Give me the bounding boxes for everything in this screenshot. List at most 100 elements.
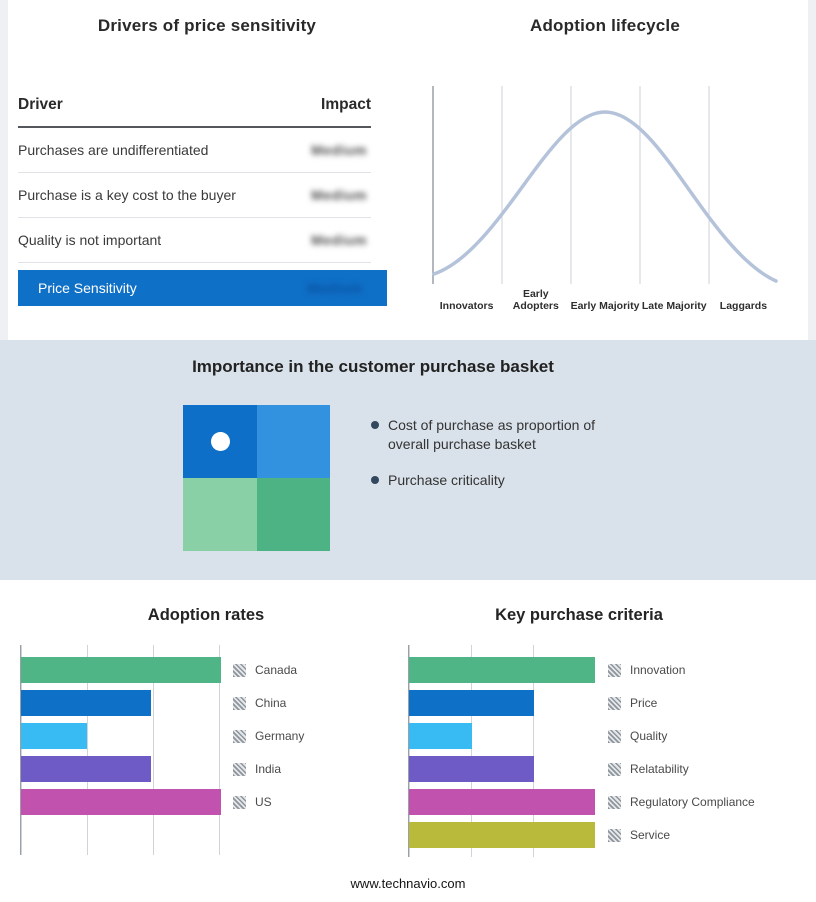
bar-service [409, 822, 595, 848]
legend-label: Quality [630, 729, 668, 743]
price-sensitivity-bar: Price Sensitivity Medium [18, 270, 387, 306]
legend-label: Relatability [630, 762, 689, 776]
adoption-bell-curve [432, 110, 778, 283]
legend-label: Innovation [630, 663, 686, 677]
stage-label-late-majority: Late Majority [641, 299, 707, 312]
bullet-item: Cost of purchase as proportion of overal… [371, 416, 639, 454]
legend-label: US [255, 795, 272, 809]
bar-row [21, 789, 221, 815]
bar-price [409, 690, 534, 716]
hatched-swatch-icon [233, 795, 246, 809]
bar-regulatory-compliance [409, 789, 595, 815]
purchase-basket-title: Importance in the customer purchase bask… [192, 357, 554, 376]
legend-label: Regulatory Compliance [630, 795, 755, 809]
price-drivers-title: Drivers of price sensitivity [97, 16, 317, 35]
legend-label: China [255, 696, 287, 710]
impact-cell-blurred: Medium [311, 232, 367, 248]
top-section: Drivers of price sensitivity Driver Impa… [8, 0, 808, 340]
hatched-swatch-icon [608, 696, 621, 710]
legend-label: Germany [255, 729, 305, 743]
legend-label: Canada [255, 663, 298, 677]
bullet-text: Purchase criticality [388, 471, 505, 488]
bar-row [21, 723, 221, 749]
adoption-rates-title: Adoption rates [147, 606, 265, 624]
key-purchase-criteria-title: Key purchase criteria [495, 606, 663, 624]
bar-row [21, 690, 221, 716]
stage-label-early-majority: Early Majority [570, 299, 640, 312]
matrix-quadrant-bottom-left [183, 478, 257, 551]
stage-label-innovators: Innovators [439, 299, 494, 312]
bar-row [409, 723, 595, 749]
stage-label-laggards: Laggards [719, 299, 768, 312]
bar-quality [409, 723, 473, 749]
bar-row [409, 657, 595, 683]
hatched-swatch-icon [233, 663, 246, 677]
bar-relatability [409, 756, 534, 782]
adoption-rates-chart [20, 645, 221, 855]
driver-cell: Purchase is a key cost to the buyer [18, 187, 236, 203]
matrix-quadrant-bottom-right [256, 478, 330, 551]
purchase-basket-matrix [183, 405, 330, 551]
legend-item-regulatory-compliance: Regulatory Compliance [608, 789, 813, 815]
footer-url[interactable]: www.technavio.com [350, 876, 466, 891]
legend-label: India [255, 762, 282, 776]
hatched-swatch-icon [233, 762, 246, 776]
bar-row [21, 657, 221, 683]
legend-item-india: India [233, 756, 393, 782]
price-drivers-table: Driver Impact Purchases are undifferenti… [18, 96, 371, 263]
bar-china [21, 690, 151, 716]
adoption-rates-legend: Canada China Germany India US [233, 657, 393, 822]
bullet-icon [371, 421, 379, 429]
price-sensitivity-label: Price Sensitivity [38, 280, 137, 296]
bar-innovation [409, 657, 595, 683]
hatched-swatch-icon [608, 795, 621, 809]
lifecycle-stage-labels: Innovators Early Adopters Early Majority… [432, 280, 778, 312]
impact-cell-blurred: Medium [311, 187, 367, 203]
legend-item-service: Service [608, 822, 813, 848]
price-sensitivity-value-blurred: Medium [307, 280, 363, 296]
legend-item-price: Price [608, 690, 813, 716]
legend-item-quality: Quality [608, 723, 813, 749]
hatched-swatch-icon [608, 828, 621, 842]
legend-item-canada: Canada [233, 657, 393, 683]
bar-us [21, 789, 221, 815]
table-row: Purchase is a key cost to the buyer Medi… [18, 173, 371, 218]
legend-item-relatability: Relatability [608, 756, 813, 782]
legend-item-us: US [233, 789, 393, 815]
purchase-basket-section: Importance in the customer purchase bask… [0, 340, 816, 580]
table-row: Quality is not important Medium [18, 218, 371, 263]
hatched-swatch-icon [608, 762, 621, 776]
bullet-text: Cost of purchase as proportion of overal… [388, 417, 596, 452]
impact-column-header: Impact [321, 96, 371, 113]
purchase-basket-bullets: Cost of purchase as proportion of overal… [371, 416, 639, 507]
bar-row [21, 756, 221, 782]
adoption-lifecycle-title: Adoption lifecycle [529, 16, 680, 35]
impact-cell-blurred: Medium [311, 142, 367, 158]
hatched-swatch-icon [608, 663, 621, 677]
bullet-item: Purchase criticality [371, 471, 639, 490]
bullet-icon [371, 475, 379, 484]
hatched-swatch-icon [608, 729, 621, 743]
matrix-quadrant-top-left [183, 405, 257, 478]
charts-section: Adoption rates Canada China Germany India US… [0, 580, 816, 902]
bell-curve-chart [432, 86, 778, 284]
bar-canada [21, 657, 221, 683]
key-purchase-criteria-chart [408, 645, 595, 857]
legend-item-china: China [233, 690, 393, 716]
bar-india [21, 756, 151, 782]
bar-row [409, 789, 595, 815]
bar-germany [21, 723, 87, 749]
hatched-swatch-icon [233, 696, 246, 710]
matrix-quadrant-top-right [256, 405, 330, 478]
driver-column-header: Driver [18, 96, 63, 113]
table-row: Purchases are undifferentiated Medium [18, 128, 371, 173]
bar-row [409, 690, 595, 716]
legend-item-germany: Germany [233, 723, 393, 749]
table-header-row: Driver Impact [18, 96, 371, 128]
stage-label-early-adopters: Early Adopters [512, 287, 559, 312]
bar-row [409, 822, 595, 848]
bar-row [409, 756, 595, 782]
driver-cell: Quality is not important [18, 232, 162, 248]
position-dot-icon [211, 432, 230, 451]
